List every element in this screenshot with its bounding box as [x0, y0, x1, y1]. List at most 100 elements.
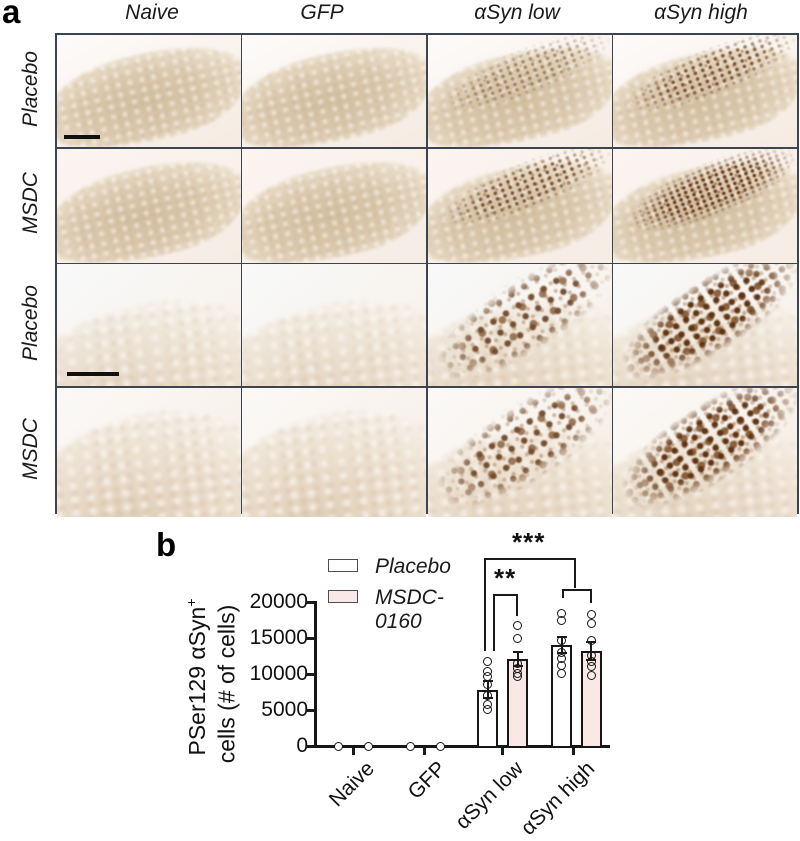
legend: Placebo MSDC- 0160 — [328, 555, 451, 641]
tissue-section — [57, 148, 241, 263]
x-axis — [314, 745, 610, 748]
x-category-label-αsyn-low: αSyn low — [451, 757, 529, 834]
legend-label-placebo: Placebo — [375, 555, 451, 578]
error-bar-cap-top — [556, 635, 567, 638]
column-header-asyn-high: αSyn high — [654, 1, 748, 24]
error-bar-cap-top — [512, 651, 523, 654]
error-bar-cap-bottom — [586, 659, 596, 662]
error-bar-cap-top — [586, 640, 596, 643]
data-point-msdc-0160 — [586, 650, 596, 660]
row-label-msdc-2: MSDC — [19, 418, 42, 480]
y-tick-15000 — [306, 637, 315, 640]
data-point-placebo — [483, 700, 492, 710]
y-tick-20000 — [306, 601, 315, 604]
data-point-placebo — [333, 741, 343, 751]
micrograph-msdc-naive-lowmag — [57, 148, 241, 263]
data-point-placebo — [483, 691, 492, 701]
sig-bracket-3star-top — [484, 558, 576, 560]
data-point-placebo — [405, 741, 415, 751]
scale-bar — [67, 372, 119, 376]
x-tick-0 — [352, 748, 355, 755]
micrograph-placebo-αsyn-high-highmag — [613, 264, 797, 386]
error-bar-cap-bottom — [482, 697, 493, 700]
data-point-msdc-0160 — [586, 610, 596, 620]
column-header-asyn-low: αSyn low — [474, 1, 560, 24]
legend-item-placebo: Placebo — [328, 555, 451, 579]
data-point-msdc-0160 — [513, 620, 522, 630]
legend-swatch-msdc — [328, 590, 358, 603]
micrograph-msdc-naive-highmag — [57, 387, 241, 517]
sig-bracket-2star-right-leg — [516, 594, 518, 616]
micrograph-placebo-αsyn-high-lowmag — [613, 35, 797, 147]
sig-label-2star: ** — [494, 563, 517, 593]
data-point-msdc-0160 — [586, 657, 596, 667]
y-axis — [314, 601, 317, 748]
sig-bracket-2star-top — [493, 594, 518, 596]
legend-label-msdc-line1: MSDC- — [375, 586, 444, 609]
micrograph-msdc-αsyn-high-highmag — [613, 387, 797, 517]
sig-bracket-high-group-right-leg — [590, 589, 592, 603]
y-axis-label-line2: cells (# of cells) — [213, 604, 240, 764]
data-point-msdc-0160 — [586, 635, 596, 645]
data-point-msdc-0160 — [363, 741, 373, 751]
data-point-placebo — [557, 635, 566, 645]
row-label-placebo-1: Placebo — [19, 51, 42, 127]
tissue-section — [242, 148, 427, 263]
x-tick-3 — [572, 748, 575, 755]
x-tick-2 — [501, 748, 504, 755]
y-tick-5000 — [306, 709, 315, 712]
data-point-msdc-0160 — [586, 662, 596, 672]
sig-bracket-3star-left-leg — [484, 558, 486, 651]
scale-bar — [64, 135, 100, 139]
panel-a-label: a — [2, 0, 21, 30]
x-category-label-αsyn-high: αSyn high — [516, 757, 600, 840]
error-bar — [590, 641, 592, 661]
bar-msdc-0160-αsyn-high — [580, 650, 602, 748]
micrograph-msdc-αsyn-low-lowmag — [427, 148, 612, 263]
sig-bracket-3star-right-leg — [574, 558, 576, 588]
data-point-msdc-0160 — [586, 670, 596, 680]
row-label-placebo-2: Placebo — [19, 285, 42, 361]
tissue-section — [57, 35, 241, 147]
data-point-placebo — [483, 704, 492, 714]
micrograph-grid — [55, 33, 799, 517]
data-point-placebo — [557, 616, 566, 626]
x-category-label-naive: Naive — [325, 757, 380, 812]
data-point-placebo — [483, 667, 492, 677]
x-tick-1 — [423, 748, 426, 755]
data-point-msdc-0160 — [513, 664, 522, 674]
error-bar-cap-top — [482, 680, 493, 683]
data-point-msdc-0160 — [513, 634, 522, 644]
error-bar-cap-bottom — [556, 652, 567, 655]
data-point-placebo — [557, 609, 566, 619]
x-category-label-gfp: GFP — [403, 757, 451, 804]
column-header-naive: Naive — [125, 1, 179, 24]
error-bar — [560, 636, 563, 654]
data-point-placebo — [483, 671, 492, 681]
data-point-placebo — [557, 660, 566, 670]
panel-b-label: b — [156, 526, 177, 563]
bar-placebo-αsyn-low — [477, 689, 498, 748]
tissue-section — [242, 35, 427, 147]
data-point-msdc-0160 — [586, 619, 596, 629]
y-tick-0 — [306, 745, 315, 748]
micrograph-placebo-naive-lowmag — [57, 35, 241, 147]
micrograph-placebo-αsyn-low-lowmag — [427, 35, 612, 147]
micrograph-msdc-gfp-lowmag — [242, 148, 427, 263]
error-bar — [486, 681, 489, 699]
micrograph-placebo-gfp-lowmag — [242, 35, 427, 147]
legend-item-msdc: MSDC- 0160 — [328, 586, 451, 634]
micrograph-placebo-αsyn-low-highmag — [427, 264, 612, 386]
bar-placebo-αsyn-high — [551, 645, 572, 748]
sig-bracket-high-group-top — [562, 589, 592, 591]
tissue-section — [242, 288, 427, 386]
y-tick-10000 — [306, 673, 315, 676]
sig-label-3star: *** — [512, 527, 546, 557]
micrograph-msdc-αsyn-high-lowmag — [613, 148, 797, 263]
data-point-msdc-0160 — [435, 741, 445, 751]
data-point-placebo — [557, 647, 566, 657]
data-point-msdc-0160 — [513, 659, 522, 669]
legend-swatch-placebo — [328, 559, 358, 572]
data-point-placebo — [483, 679, 492, 689]
